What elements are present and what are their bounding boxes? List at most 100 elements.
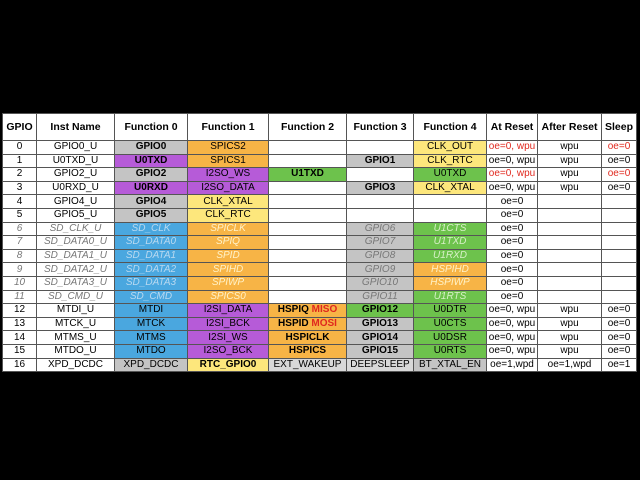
cell: [268, 207, 347, 223]
table-row: 1 U0TXD_U U0TXD SPICS1 GPIO1 CLK_RTC oe=0, wpu…: [2, 153, 637, 169]
cell: [537, 207, 602, 223]
cell: [601, 262, 637, 277]
column-header: GPIO: [2, 113, 37, 141]
cell: U1RTS: [413, 289, 487, 305]
cell: SD_DATA1_U: [36, 248, 115, 264]
cell: SPICS1: [187, 153, 269, 169]
cell: HSPIQ MISO: [268, 303, 347, 318]
cell: GPIO12: [346, 303, 414, 318]
cell: HSPIHD: [413, 262, 487, 277]
cell: [601, 275, 637, 291]
cell: U1TXD: [413, 235, 487, 250]
cell: [537, 289, 602, 305]
cell: GPIO0: [114, 140, 188, 155]
cell: oe=1: [601, 357, 637, 373]
cell: oe=0, wpu: [486, 140, 538, 155]
cell: oe=0, wpu: [486, 330, 538, 345]
cell: [537, 194, 602, 209]
cell: oe=0, wpu: [486, 153, 538, 169]
column-header: At Reset: [486, 113, 538, 141]
cell: CLK_XTAL: [413, 180, 487, 196]
cell: [601, 207, 637, 223]
cell: wpu: [537, 180, 602, 196]
cell: DEEPSLEEP: [346, 357, 414, 373]
cell: SD_CLK: [114, 221, 188, 237]
column-header: Function 1: [187, 113, 269, 141]
cell: 6: [2, 221, 37, 237]
cell: SPICLK: [187, 221, 269, 237]
cell: oe=0: [486, 248, 538, 264]
cell: 0: [2, 140, 37, 155]
cell: U0TXD: [413, 167, 487, 182]
table-row: 14 MTMS_U MTMS I2SI_WS HSPICLK GPIO14 U0DSR oe=…: [2, 330, 637, 345]
cell: [537, 248, 602, 264]
cell: GPIO2: [114, 167, 188, 182]
cell: XPD_DCDC: [114, 357, 188, 373]
column-header: Function 2: [268, 113, 347, 141]
cell: [601, 194, 637, 209]
cell: oe=0, wpu: [486, 167, 538, 182]
cell: [537, 275, 602, 291]
cell: GPIO11: [346, 289, 414, 305]
table-row: 10 SD_DATA3_U SD_DATA3 SPIWP GPIO10 HSPIWP oe=…: [2, 275, 637, 291]
cell: SD_DATA0: [114, 235, 188, 250]
cell: oe=0: [486, 289, 538, 305]
cell: oe=0: [486, 275, 538, 291]
table-row: 6 SD_CLK_U SD_CLK SPICLK GPIO6 U1CTS oe=0: [2, 221, 637, 237]
cell: 12: [2, 303, 37, 318]
cell: [268, 140, 347, 155]
cell: [268, 153, 347, 169]
cell: SD_CMD: [114, 289, 188, 305]
cell: I2SO_BCK: [187, 343, 269, 359]
cell: CLK_XTAL: [187, 194, 269, 209]
cell: SD_CMD_U: [36, 289, 115, 305]
cell: U0RXD: [114, 180, 188, 196]
table-row: 15 MTDO_U MTDO I2SO_BCK HSPICS GPIO15 U0RTS oe=…: [2, 343, 637, 359]
cell: HSPID MOSI: [268, 316, 347, 332]
cell: oe=0: [601, 316, 637, 332]
cell: oe=0: [601, 343, 637, 359]
cell: oe=0: [601, 167, 637, 182]
cell: U0RTS: [413, 343, 487, 359]
cell: 8: [2, 248, 37, 264]
table-row: 4 GPIO4_U GPIO4 CLK_XTAL oe=0: [2, 194, 637, 209]
cell: SD_DATA0_U: [36, 235, 115, 250]
table-row: 16 XPD_DCDC XPD_DCDC RTC_GPIO0 EXT_WAKEUP DEE…: [2, 357, 637, 373]
header-row: GPIO Inst Name Function 0 Function 1 Functio…: [2, 113, 637, 141]
cell: wpu: [537, 167, 602, 182]
table-row: 5 GPIO5_U GPIO5 CLK_RTC oe=0: [2, 207, 637, 223]
column-header: Function 4: [413, 113, 487, 141]
cell: [601, 221, 637, 237]
cell: GPIO4: [114, 194, 188, 209]
cell: 15: [2, 343, 37, 359]
cell: MTCK_U: [36, 316, 115, 332]
cell: oe=1,wpd: [486, 357, 538, 373]
table-row: 8 SD_DATA1_U SD_DATA1 SPID GPIO8 U1RXD oe=0: [2, 248, 637, 264]
cell: GPIO1: [346, 153, 414, 169]
cell: oe=0, wpu: [486, 303, 538, 318]
table-row: 12 MTDI_U MTDI I2SI_DATA HSPIQ MISO GPIO12 U0D…: [2, 303, 637, 318]
cell: 1: [2, 153, 37, 169]
cell: oe=0: [486, 194, 538, 209]
cell: SD_DATA2_U: [36, 262, 115, 277]
cell: [601, 235, 637, 250]
column-header: Sleep: [601, 113, 637, 141]
cell: 9: [2, 262, 37, 277]
column-header: Function 0: [114, 113, 188, 141]
cell: oe=1,wpd: [537, 357, 602, 373]
table-row: 0 GPIO0_U GPIO0 SPICS2 CLK_OUT oe=0, wpu wpu oe…: [2, 140, 637, 155]
cell: [413, 207, 487, 223]
cell-label: HSPIQ: [277, 304, 309, 316]
cell: U0DSR: [413, 330, 487, 345]
cell: I2SI_BCK: [187, 316, 269, 332]
cell: EXT_WAKEUP: [268, 357, 347, 373]
cell: 3: [2, 180, 37, 196]
cell: MTDI: [114, 303, 188, 318]
cell: U0TXD_U: [36, 153, 115, 169]
cell: [346, 167, 414, 182]
cell: 5: [2, 207, 37, 223]
cell: GPIO2_U: [36, 167, 115, 182]
table-row: 7 SD_DATA0_U SD_DATA0 SPIQ GPIO7 U1TXD oe=0: [2, 235, 637, 250]
cell: GPIO7: [346, 235, 414, 250]
